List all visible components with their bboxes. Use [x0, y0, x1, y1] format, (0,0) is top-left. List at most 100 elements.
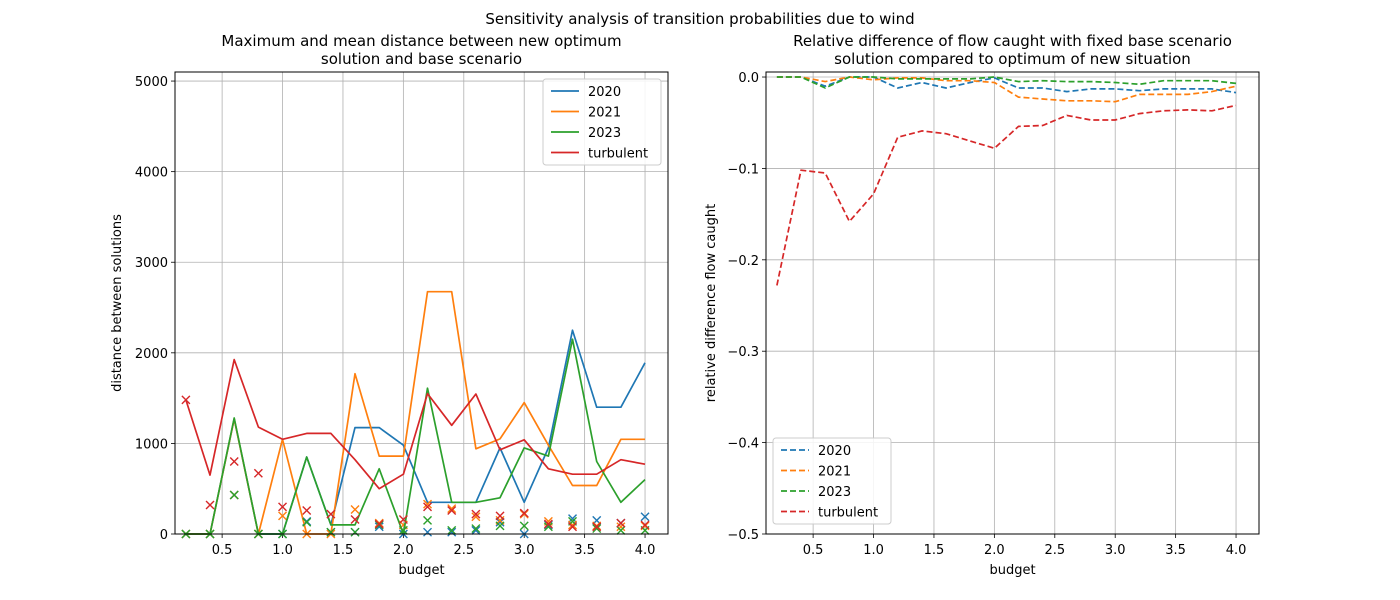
chart1-marker-2023-12	[471, 524, 481, 534]
marker-stroke	[447, 504, 457, 514]
marker-stroke	[302, 517, 312, 527]
marker-stroke	[374, 522, 384, 532]
chart2-xtick-label-1: 1.0	[863, 543, 884, 558]
chart1-legend: 2020 2021 2023 turbulent	[542, 78, 662, 166]
marker-stroke	[519, 521, 529, 531]
chart1-marker-turbulent-10	[423, 502, 433, 512]
chart1-ytick-label-5: 5000	[135, 75, 168, 90]
chart2-title-line-1: Relative difference of flow caught with …	[793, 32, 1232, 50]
chart1-xtick-label-1: 1.0	[272, 543, 293, 558]
marker-stroke	[568, 514, 578, 524]
figure-suptitle: Sensitivity analysis of transition proba…	[485, 10, 914, 28]
marker-stroke	[423, 527, 433, 537]
marker-stroke	[326, 527, 336, 537]
right-chart-panel: Relative difference of flow caught with …	[704, 32, 1260, 578]
chart1-marker-2021-11	[447, 504, 457, 514]
marker-stroke	[616, 522, 626, 532]
chart1-xtick-label-2: 1.5	[333, 543, 354, 558]
chart1-marker-turbulent-13	[495, 511, 505, 521]
chart2-xtick-label-3: 2.0	[984, 543, 1005, 558]
chart1-title-line-2: solution and base scenario	[321, 50, 522, 68]
chart2-xtick-label-4: 2.5	[1044, 543, 1065, 558]
marker-stroke	[640, 512, 650, 522]
left-chart-panel: Maximum and mean distance between new op…	[110, 32, 669, 578]
chart2-xtick-label-5: 3.0	[1105, 543, 1126, 558]
marker-stroke	[471, 524, 481, 534]
chart2-xtick-label-6: 3.5	[1165, 543, 1186, 558]
chart1-marker-2023-5	[302, 517, 312, 527]
marker-stroke	[616, 525, 626, 535]
chart1-marker-2023-18	[616, 525, 626, 535]
chart1-marker-2021-10	[423, 499, 433, 509]
chart1-marker-turbulent-0	[181, 395, 191, 405]
chart1-marker-turbulent-2	[229, 457, 239, 467]
chart1-marker-2023-2	[229, 490, 239, 500]
marker-stroke	[350, 515, 360, 525]
chart2-xtick-label-0: 0.5	[803, 543, 824, 558]
chart1-marker-2020-11	[447, 527, 457, 537]
chart2-xtick-label-2: 1.5	[924, 543, 945, 558]
chart1-marker-2020-16	[568, 514, 578, 524]
chart2-title-line-2: solution compared to optimum of new situ…	[834, 50, 1191, 68]
chart1-marker-turbulent-1	[205, 500, 215, 510]
marker-stroke	[278, 502, 288, 512]
chart1-marker-turbulent-5	[302, 505, 312, 515]
marker-stroke	[471, 512, 481, 522]
chart1-xtick-label-4: 2.5	[453, 543, 474, 558]
chart1-marker-2023-6	[326, 527, 336, 537]
chart1-xtick-label-6: 3.5	[574, 543, 595, 558]
marker-stroke	[350, 527, 360, 537]
chart1-marker-turbulent-18	[616, 518, 626, 528]
chart1-marker-2023-10	[423, 515, 433, 525]
marker-stroke	[302, 505, 312, 515]
marker-stroke	[495, 521, 505, 531]
marker-stroke	[616, 518, 626, 528]
chart1-marker-2023-11	[447, 525, 457, 535]
marker-stroke	[398, 515, 408, 525]
chart1-xlabel: budget	[398, 563, 444, 578]
marker-stroke	[447, 527, 457, 537]
marker-stroke	[423, 515, 433, 525]
marker-stroke	[447, 525, 457, 535]
marker-stroke	[326, 509, 336, 519]
chart1-marker-2020-19	[640, 512, 650, 522]
marker-stroke	[447, 505, 457, 515]
marker-stroke	[181, 395, 191, 405]
marker-stroke	[495, 517, 505, 527]
chart2-series-line-2020	[776, 76, 1237, 94]
marker-stroke	[519, 508, 529, 518]
chart1-marker-2021-12	[471, 512, 481, 522]
marker-stroke	[253, 468, 263, 478]
chart2-legend-label-2021: 2021	[818, 465, 851, 480]
chart1-marker-turbulent-11	[447, 505, 457, 515]
chart2-xtick-label-7: 4.0	[1226, 543, 1247, 558]
chart1-axes-frame	[174, 71, 669, 535]
chart1-marker-2021-7	[350, 505, 360, 515]
chart1-legend-label-2023: 2023	[588, 126, 621, 141]
chart1-ytick-label-1: 1000	[135, 437, 168, 452]
marker-stroke	[471, 509, 481, 519]
chart1-marker-2021-18	[616, 522, 626, 532]
chart1-ytick-label-2: 2000	[135, 347, 168, 362]
chart1-marker-2023-9	[398, 525, 408, 535]
chart1-marker-turbulent-12	[471, 509, 481, 519]
chart1-marker-turbulent-8	[374, 519, 384, 529]
chart1-ylabel: distance between solutions	[110, 214, 125, 392]
marker-stroke	[398, 525, 408, 535]
chart1-xtick-label-5: 3.0	[514, 543, 535, 558]
marker-stroke	[568, 520, 578, 530]
chart1-series-line-turbulent	[185, 358, 646, 490]
chart2-ytick-label-2: −0.2	[727, 254, 759, 269]
chart2-legend-label-2023: 2023	[818, 485, 851, 500]
chart1-series-line-2021	[185, 290, 645, 535]
chart2-legend-label-turbulent: turbulent	[818, 506, 878, 521]
marker-stroke	[350, 505, 360, 515]
chart1-marker-2021-4	[278, 511, 288, 521]
marker-stroke	[229, 490, 239, 500]
marker-stroke	[592, 522, 602, 532]
chart2-legend: 2020 2021 2023 turbulent	[772, 437, 892, 525]
chart1-marker-turbulent-3	[253, 468, 263, 478]
chart1-marker-turbulent-19	[640, 520, 650, 530]
